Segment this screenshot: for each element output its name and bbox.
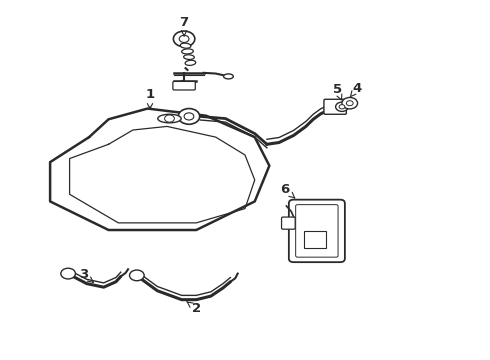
Ellipse shape [158,114,181,123]
Ellipse shape [184,55,195,59]
Text: 1: 1 [146,88,154,109]
Text: 7: 7 [179,16,189,36]
Text: 6: 6 [280,183,295,198]
Ellipse shape [223,74,233,79]
Bar [304,231,326,248]
Circle shape [179,35,189,42]
FancyBboxPatch shape [295,204,338,257]
Ellipse shape [180,43,191,48]
Ellipse shape [185,60,196,66]
FancyBboxPatch shape [289,200,345,262]
Circle shape [339,105,345,109]
Circle shape [184,113,194,120]
Circle shape [342,98,358,109]
Text: 2: 2 [187,302,201,315]
Circle shape [178,109,200,124]
Circle shape [165,115,174,122]
Circle shape [336,102,348,111]
Text: 5: 5 [333,83,342,100]
Polygon shape [50,109,270,230]
Circle shape [129,270,144,281]
Circle shape [173,31,195,47]
FancyBboxPatch shape [324,99,346,114]
FancyBboxPatch shape [173,81,196,90]
Circle shape [346,101,353,106]
Text: 3: 3 [78,268,93,282]
Ellipse shape [182,49,194,54]
FancyBboxPatch shape [282,217,295,229]
Text: 4: 4 [350,82,362,97]
Circle shape [61,268,75,279]
